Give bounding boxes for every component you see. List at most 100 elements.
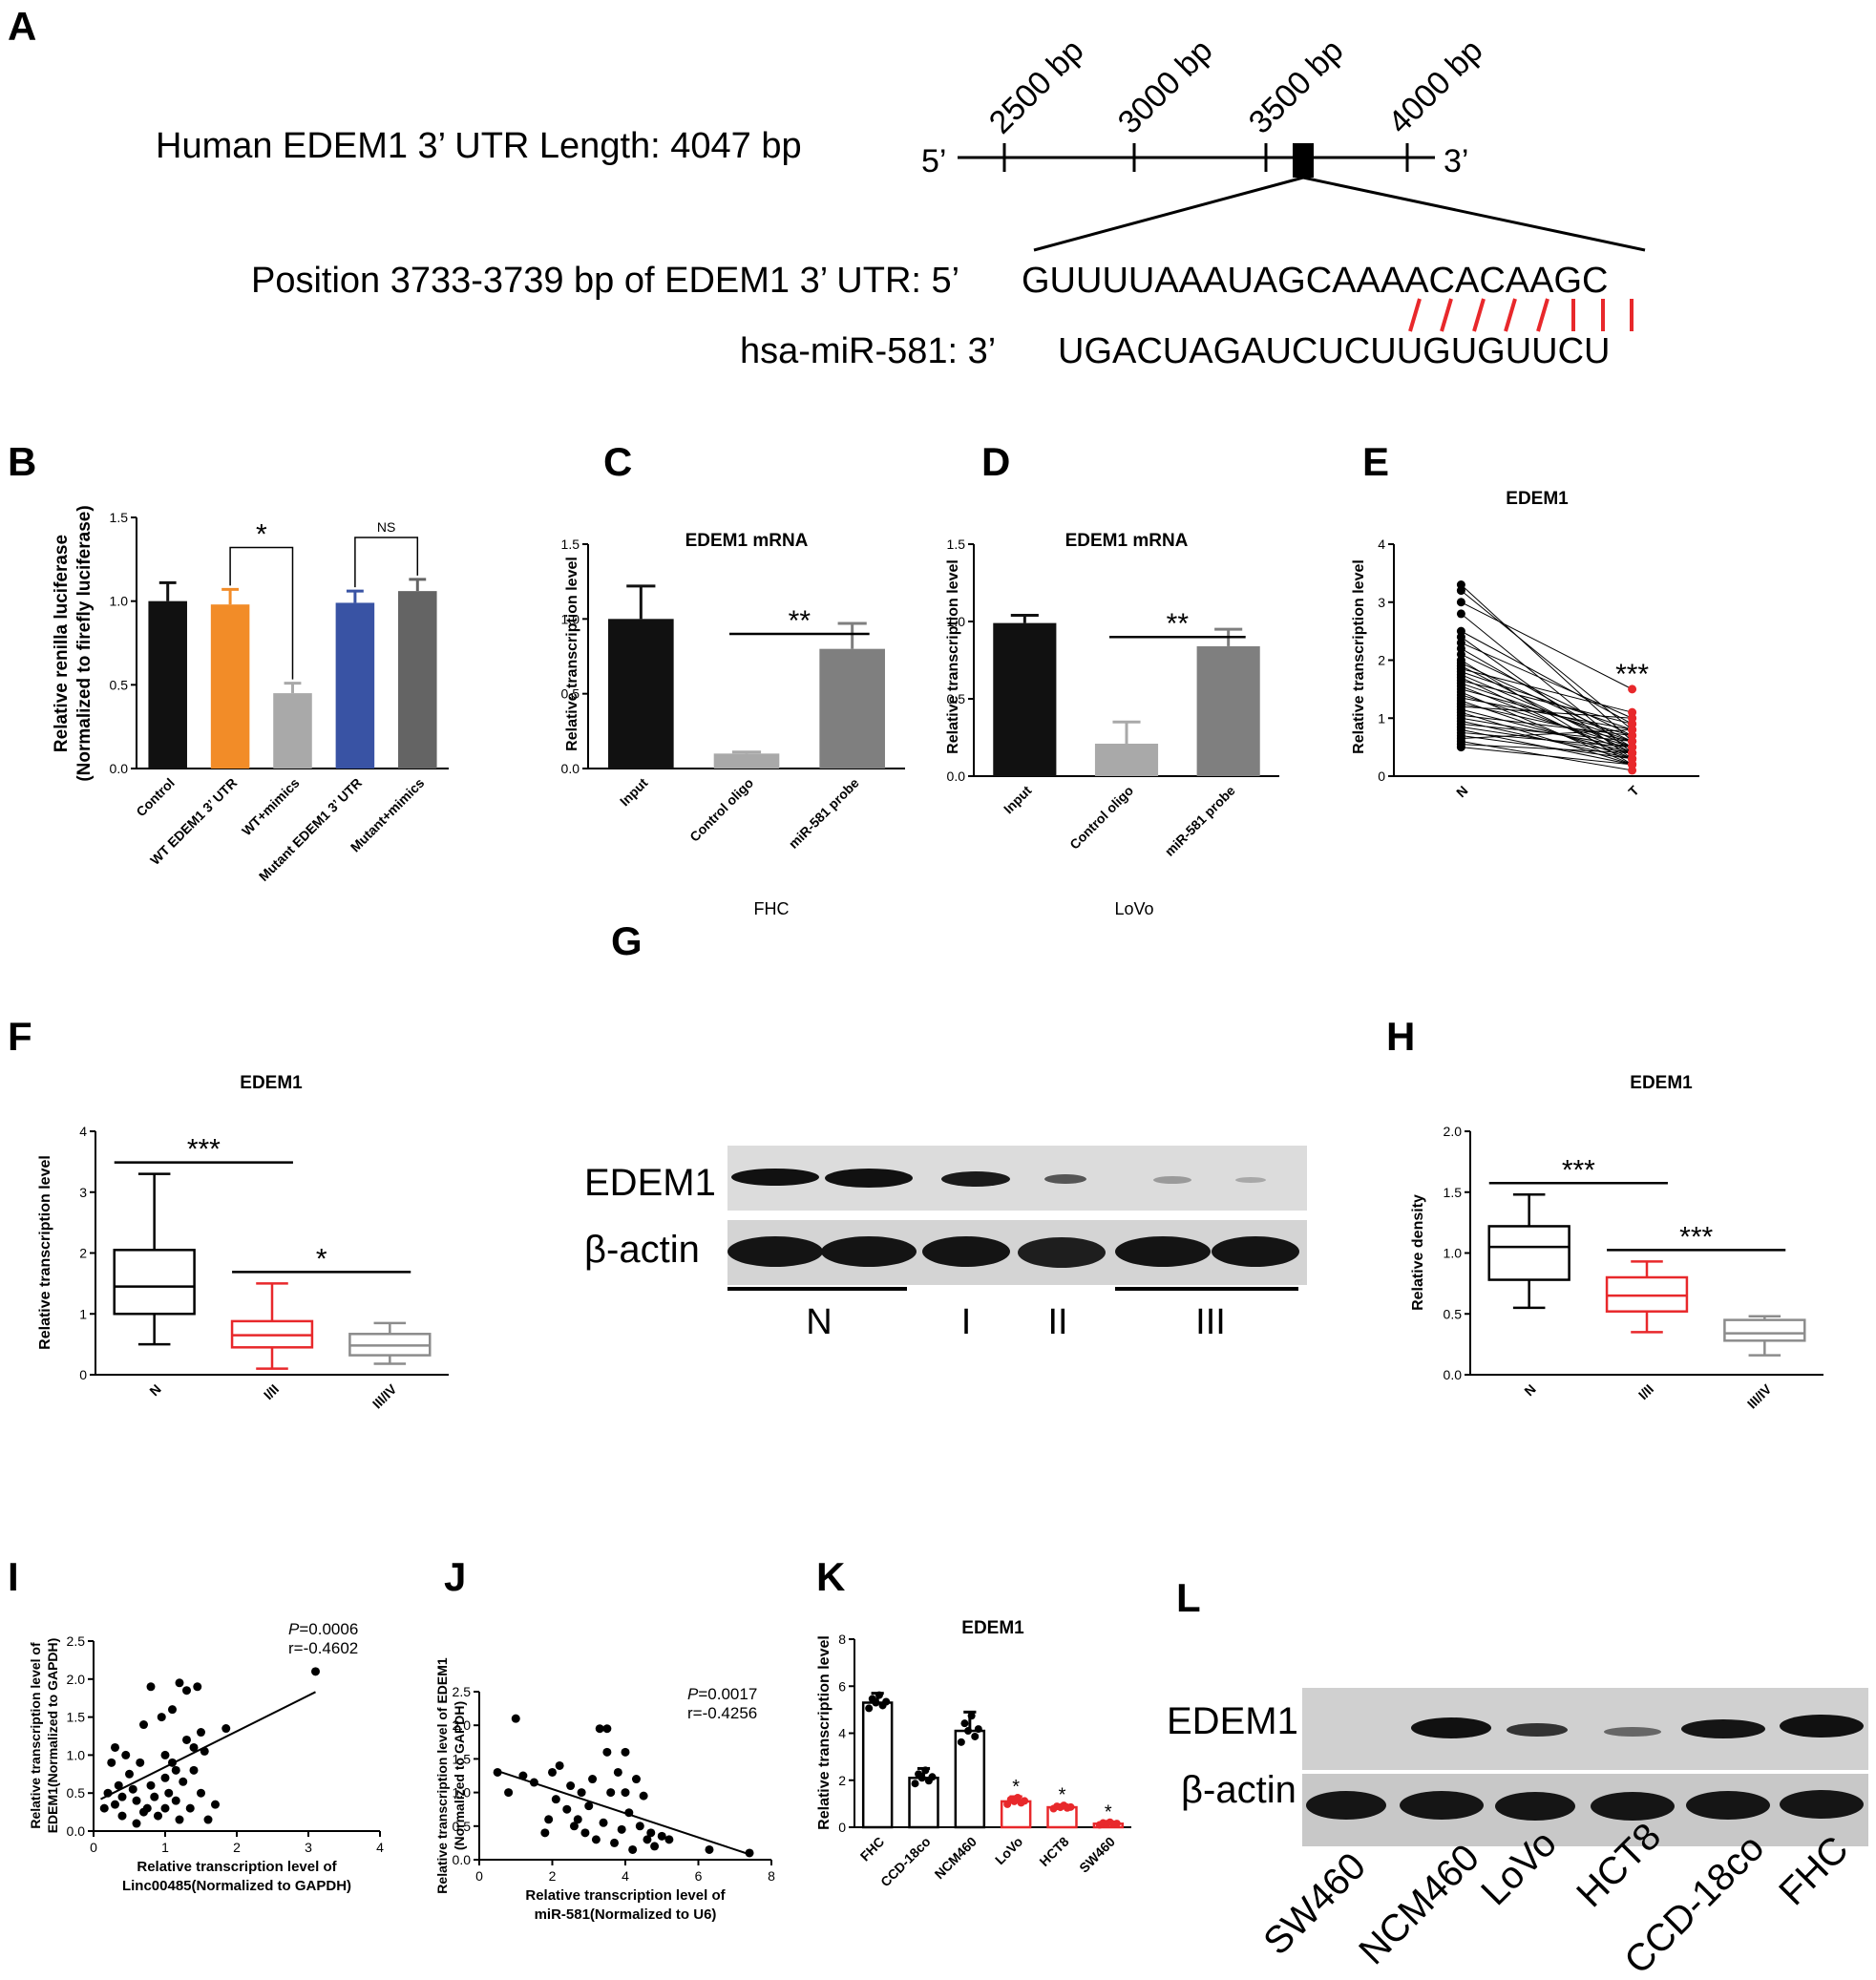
y-axis-title: Relative transcription level [564, 557, 580, 751]
data-point [584, 1801, 594, 1811]
x-axis-title-line: Relative transcription level of [525, 1887, 726, 1904]
bar [1196, 645, 1260, 776]
data-point [146, 1780, 156, 1790]
significance-label: * [256, 519, 267, 551]
chart-panel-e: E EDEM1 0 1 2 3 4 Relative transcription level N… [1351, 439, 1699, 800]
y-tick-label: 4 [1378, 537, 1385, 552]
utr-5prime: 5’ [921, 143, 946, 179]
blot-l-actin-bands [1306, 1790, 1864, 1821]
chart-panel-f: F EDEM1 0 1 2 3 4 Relative transcription level N… [8, 1014, 449, 1411]
p-value-number: =0.0017 [698, 1685, 757, 1703]
x-category-label: III/IV [369, 1380, 400, 1411]
y-tick-label: 3 [79, 1185, 87, 1200]
y-axis-title: Relative transcription level of EDEM1 (No… [434, 1657, 467, 1894]
y-tick-label: 1 [79, 1306, 87, 1321]
data-point [610, 1838, 620, 1847]
y-tick-label: 0.0 [110, 761, 129, 776]
paired-line [1461, 674, 1633, 748]
y-tick-label: 2 [1378, 653, 1385, 668]
data-point [917, 1774, 926, 1782]
x-tick-label: 0 [90, 1840, 97, 1855]
x-axis-title: Relative transcription level of Linc00485… [122, 1859, 351, 1894]
data-point [957, 1738, 965, 1746]
chart-title: EDEM1 [1630, 1073, 1693, 1093]
panel-label: C [603, 439, 632, 484]
y-tick-label: 1.5 [110, 510, 129, 525]
y-tick-label: 1.0 [67, 1747, 86, 1762]
chart-panel-k: K EDEM1 0 2 4 6 8 Relative transcription level F… [816, 1554, 1131, 1889]
data-point [960, 1719, 969, 1728]
utr-sequence: GUUUUAAAUAGCAAAACACAAGC [1022, 261, 1608, 301]
x-category-label: N [1521, 1381, 1538, 1399]
data-point [548, 1767, 557, 1777]
data-point [602, 1747, 612, 1757]
bar [819, 648, 885, 769]
y-tick-label: 0.5 [947, 691, 966, 706]
x-category-label: Mutant EDEM1 3’ UTR [256, 775, 365, 884]
data-point [128, 1784, 137, 1794]
y-tick-label: 2 [79, 1246, 87, 1261]
x-category-label: LoVo [992, 1834, 1025, 1867]
chart-title: EDEM1 mRNA [685, 531, 809, 551]
x-category-label: Control oligo [1066, 783, 1136, 853]
y-tick-label: 1.5 [561, 537, 580, 552]
blot-l-label-edem1: EDEM1 [1167, 1700, 1298, 1742]
significance-bracket [354, 537, 419, 588]
y-axis-title: Relative renilla luciferase (Normalized t… [52, 505, 95, 781]
data-point [132, 1796, 141, 1805]
data-point [311, 1667, 320, 1676]
x-axis-title-line: Linc00485(Normalized to GAPDH) [122, 1878, 351, 1894]
data-point [566, 1781, 576, 1791]
y-axis-title-line: Relative transcription level of EDEM1 [434, 1657, 450, 1894]
data-point [967, 1712, 976, 1720]
panel-label: B [8, 439, 36, 484]
blot-l-actin-membrane [1302, 1774, 1868, 1846]
paired-line [1461, 711, 1633, 766]
x-axis-title-line: Relative transcription level of [137, 1859, 337, 1875]
x-category-label: NCM460 [932, 1834, 980, 1883]
data-point [628, 1844, 638, 1854]
point-normal [1456, 586, 1465, 596]
x-category-label: Input [617, 775, 651, 810]
p-value-symbol: P [687, 1685, 699, 1703]
data-point [602, 1724, 612, 1734]
paired-line [1461, 728, 1633, 740]
data-point [631, 1775, 641, 1784]
data-point [646, 1828, 656, 1838]
panel-label-g: G [611, 918, 643, 963]
x-tick-label: 2 [233, 1840, 241, 1855]
data-point [221, 1724, 231, 1734]
chart-panel-c: C EDEM1 mRNA FHC 0.0 0.5 1.0 1.5 Relative trans… [561, 439, 905, 918]
chart-panel-b: B 0.0 0.5 1.0 1.5 Relative renilla luciferase… [8, 439, 449, 884]
x-axis-title: Relative transcription level of miR-581(N… [525, 1887, 726, 1923]
trend-line [100, 1691, 316, 1801]
bar [273, 693, 312, 769]
ruler-label: 4000 bp [1381, 32, 1490, 141]
zoom-line-left [1033, 176, 1304, 252]
bar [1000, 1800, 1032, 1829]
data-point [551, 1795, 560, 1804]
data-point [211, 1800, 220, 1809]
panel-label: E [1362, 439, 1389, 484]
data-point [189, 1765, 199, 1775]
x-tick-label: 2 [549, 1868, 557, 1884]
blot-g-label-edem1: EDEM1 [584, 1162, 716, 1204]
paired-line [1461, 613, 1633, 754]
x-category-label: SW460 [1076, 1834, 1118, 1876]
data-point [639, 1791, 648, 1801]
x-category-label: N [1453, 783, 1470, 800]
y-tick-label: 3 [1378, 595, 1385, 610]
data-point [111, 1800, 119, 1809]
blot-l-label-actin: β-actin [1181, 1769, 1296, 1811]
box [1487, 1225, 1570, 1281]
data-point [189, 1742, 199, 1752]
ruler-label: 3000 bp [1111, 32, 1220, 141]
y-tick-label: 0.5 [67, 1785, 86, 1801]
bar [148, 600, 187, 769]
trend-line [496, 1770, 750, 1856]
significance-label: ** [1167, 608, 1190, 640]
y-tick-label: 1 [1378, 710, 1385, 726]
y-tick-label: 2.5 [67, 1633, 86, 1649]
significance-label: *** [1562, 1154, 1595, 1186]
